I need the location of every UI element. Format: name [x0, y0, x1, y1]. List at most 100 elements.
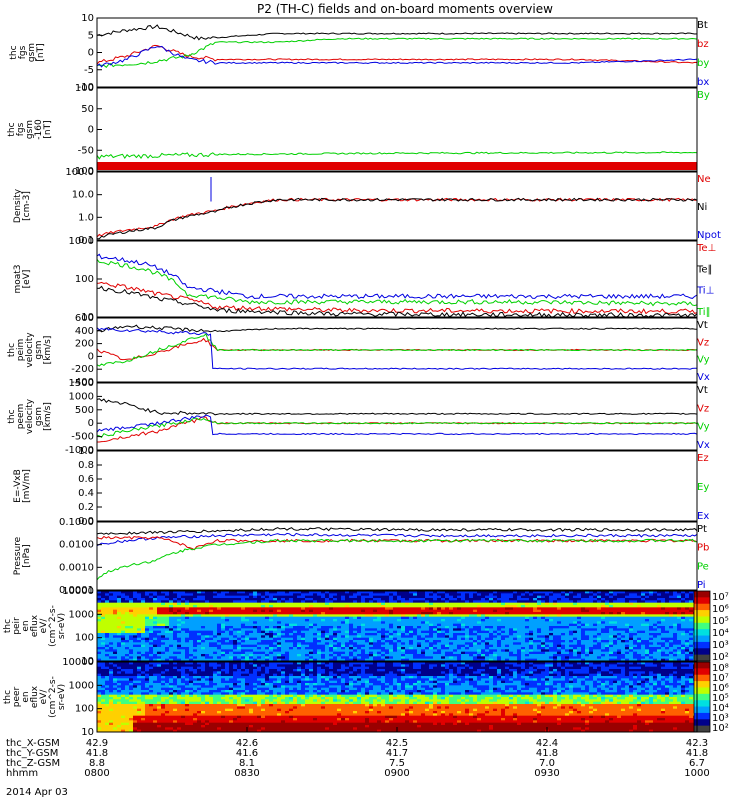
spectrogram-cell — [157, 635, 162, 639]
spectrogram-cell — [637, 626, 642, 629]
spectrogram-cell — [121, 727, 126, 731]
spectrogram-cell — [689, 621, 694, 625]
spectrogram-cell — [521, 651, 526, 655]
spectrogram-cell — [221, 619, 226, 622]
spectrogram-cell — [321, 607, 326, 611]
spectrogram-cell — [313, 651, 318, 655]
spectrogram-cell — [105, 697, 110, 700]
spectrogram-cell — [405, 642, 410, 646]
spectrogram-cell — [425, 640, 430, 643]
spectrogram-cell — [129, 694, 134, 698]
spectrogram-cell — [197, 621, 202, 625]
spectrogram-cell — [205, 626, 210, 629]
spectrogram-cell — [533, 651, 538, 655]
spectrogram-cell — [117, 729, 122, 733]
spectrogram-cell — [97, 593, 102, 597]
spectrogram-cell — [409, 642, 414, 646]
spectrogram-cell — [381, 602, 386, 606]
spectrogram-cell — [245, 591, 250, 594]
spectrogram-cell — [197, 619, 202, 622]
spectrogram-cell — [417, 642, 422, 646]
spectrogram-cell — [565, 649, 570, 653]
spectrogram-cell — [133, 633, 138, 636]
spectrogram-cell — [177, 605, 182, 608]
spectrogram-cell — [117, 727, 122, 731]
spectrogram-cell — [573, 595, 578, 599]
spectrogram-cell — [593, 651, 598, 655]
spectrogram-cell — [301, 633, 306, 636]
spectrogram-cell — [621, 605, 626, 608]
spectrogram-cell — [141, 595, 146, 599]
spectrogram-cell — [337, 595, 342, 599]
spectrogram-cell — [337, 609, 342, 613]
spectrogram-cell — [509, 602, 514, 606]
spectrogram-cell — [321, 635, 326, 639]
spectrogram-cell — [613, 630, 618, 634]
spectrogram-cell — [101, 609, 106, 613]
spectrogram-cell — [221, 658, 226, 662]
spectrogram-cell — [433, 614, 438, 618]
spectrogram-cell — [193, 644, 198, 648]
spectrogram-cell — [637, 612, 642, 615]
spectrogram-cell — [233, 600, 238, 604]
spectrogram-cell — [665, 600, 670, 604]
spectrogram-cell — [105, 654, 110, 657]
spectrogram-cell — [665, 628, 670, 632]
spectrogram-cell — [589, 633, 594, 636]
spectrogram-cell — [521, 616, 526, 620]
spectrogram-cell — [205, 635, 210, 639]
spectrogram-cell — [529, 598, 534, 601]
spectrogram-cell — [257, 651, 262, 655]
series-line-Te∥ — [96, 285, 698, 318]
spectrogram-cell — [565, 623, 570, 627]
spectrogram-cell — [433, 605, 438, 608]
spectrogram-cell — [485, 609, 490, 613]
spectrogram-cell — [285, 626, 290, 629]
spectrogram-cell — [277, 637, 282, 641]
spectrogram-cell — [137, 654, 142, 657]
spectrogram-cell — [429, 598, 434, 601]
panel-frame — [96, 590, 698, 662]
spectrogram-cell — [121, 600, 126, 604]
spectrogram-cell — [505, 595, 510, 599]
spectrogram-cell — [145, 656, 150, 660]
spectrogram-cell — [129, 669, 134, 672]
spectrogram-cell — [153, 642, 158, 646]
spectrogram-cell — [637, 635, 642, 639]
spectrogram-cell — [413, 630, 418, 634]
spectrogram-cell — [109, 671, 114, 675]
spectrogram-cell — [561, 607, 566, 611]
spectrogram-cell — [329, 637, 334, 641]
spectrogram-cell — [553, 626, 558, 629]
spectrogram-cell — [149, 637, 154, 641]
y-tick-label: 1.0 — [78, 446, 94, 457]
spectrogram-cell — [237, 623, 242, 627]
spectrogram-cell — [437, 593, 442, 597]
spectrogram-cell — [97, 647, 102, 650]
spectrogram-cell — [681, 649, 686, 653]
spectrogram-cell — [97, 614, 102, 618]
legend-label-Bt: Bt — [697, 20, 708, 31]
spectrogram-cell — [333, 640, 338, 643]
spectrogram-cell — [97, 690, 102, 693]
spectrogram-cell — [533, 598, 538, 601]
spectrogram-cell — [633, 607, 638, 611]
spectrogram-cell — [661, 593, 666, 597]
spectrogram-cell — [481, 651, 486, 655]
spectrogram-cell — [229, 633, 234, 636]
spectrogram-cell — [301, 637, 306, 641]
spectrogram-cell — [673, 633, 678, 636]
spectrogram-cell — [273, 649, 278, 653]
spectrogram-cell — [537, 609, 542, 613]
spectrogram-cell — [117, 669, 122, 672]
spectrogram-cell — [129, 628, 134, 632]
spectrogram-cell — [529, 616, 534, 620]
spectrogram-cell — [577, 656, 582, 660]
spectrogram-cell — [661, 642, 666, 646]
spectrogram-cell — [453, 647, 458, 650]
spectrogram-cell — [481, 642, 486, 646]
spectrogram-cell — [641, 616, 646, 620]
spectrogram-cell — [357, 605, 362, 608]
colorbar-tick-label: 10⁶ — [712, 604, 729, 615]
spectrogram-cell — [129, 593, 134, 597]
